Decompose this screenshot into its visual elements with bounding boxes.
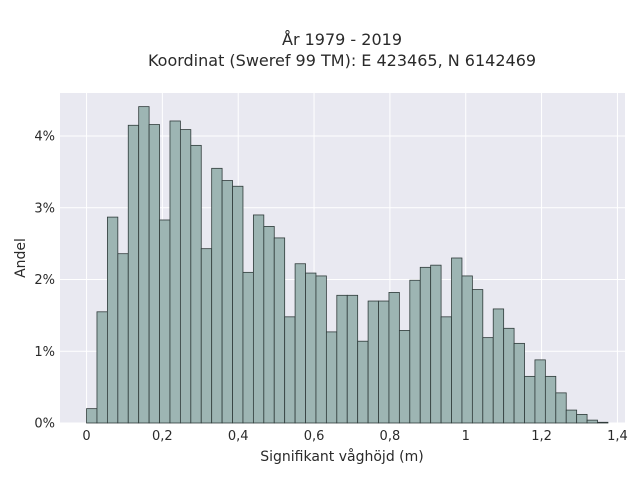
histogram-bar (325, 331, 338, 424)
histogram-bar (273, 237, 286, 424)
histogram-bar (252, 214, 265, 424)
histogram-bar (315, 275, 327, 424)
histogram-bar (263, 226, 275, 424)
histogram-bar (440, 316, 452, 424)
histogram-bar (242, 271, 254, 424)
histogram-bar (305, 272, 317, 424)
histogram-bar (534, 359, 546, 424)
histogram-bar (419, 266, 432, 424)
histogram-bar (169, 120, 181, 424)
x-tick-label: 0,8 (380, 429, 401, 444)
histogram-bar (200, 248, 213, 424)
histogram-bar (106, 216, 119, 424)
histogram-bar (471, 289, 484, 424)
histogram-bar (451, 257, 463, 424)
histogram-bar (524, 375, 536, 424)
y-tick-label: 0% (34, 417, 55, 432)
x-axis-label: Signifikant våghöjd (m) (260, 448, 423, 465)
histogram-bar (513, 342, 525, 424)
histogram-bar (409, 279, 421, 424)
y-axis-label: Andel (13, 238, 29, 278)
histogram-bar (565, 409, 578, 424)
histogram-bar (357, 340, 369, 424)
histogram-bar (232, 185, 244, 424)
x-tick-label: 1 (462, 429, 470, 444)
x-tick-label: 1,2 (531, 429, 552, 444)
y-tick-labels: 0% 1% 2% 3% 4% (34, 130, 55, 432)
x-tick-label: 1,4 (607, 429, 628, 444)
y-tick-label: 2% (34, 273, 55, 288)
bars (86, 106, 609, 424)
y-tick-label: 4% (34, 130, 55, 145)
histogram-bar (138, 106, 150, 424)
histogram-bar (398, 330, 411, 424)
histogram-bar (544, 375, 557, 424)
x-tick-label: 0,4 (228, 429, 249, 444)
chart-title-line2: Koordinat (Sweref 99 TM): E 423465, N 61… (148, 51, 536, 70)
chart-title-line1: År 1979 - 2019 (282, 30, 402, 49)
x-tick-labels: 0 0,2 0,4 0,6 0,8 1 1,2 1,4 (82, 429, 627, 444)
histogram-bar (492, 308, 505, 424)
histogram-bar (211, 167, 223, 424)
x-tick-label: 0,2 (152, 429, 173, 444)
histogram-bar (503, 327, 515, 424)
histogram-bar (117, 253, 129, 424)
histogram-bar (586, 419, 598, 424)
histogram-bar (388, 292, 400, 424)
histogram-bar (284, 316, 296, 424)
histogram-bar (346, 294, 359, 424)
histogram-bar (555, 392, 567, 424)
histogram-bar (367, 300, 379, 424)
histogram-bar (430, 264, 442, 424)
histogram-bar (221, 180, 233, 424)
histogram-bar (336, 294, 348, 424)
histogram-bar (294, 263, 306, 424)
histogram-bar (159, 219, 171, 424)
y-tick-label: 1% (34, 345, 55, 360)
histogram-bar (179, 129, 192, 424)
histogram-bar (96, 311, 108, 424)
histogram-bar (148, 124, 160, 424)
x-tick-label: 0 (82, 429, 90, 444)
histogram-bar (461, 275, 473, 424)
histogram-bar (482, 337, 494, 424)
histogram-bar (378, 300, 390, 424)
histogram-bar (597, 421, 609, 424)
histogram-bar (86, 408, 98, 424)
y-tick-label: 3% (34, 201, 55, 216)
x-tick-label: 0,6 (304, 429, 325, 444)
histogram-bar (190, 144, 202, 424)
histogram-bar (127, 124, 140, 424)
histogram-bar (576, 413, 588, 424)
